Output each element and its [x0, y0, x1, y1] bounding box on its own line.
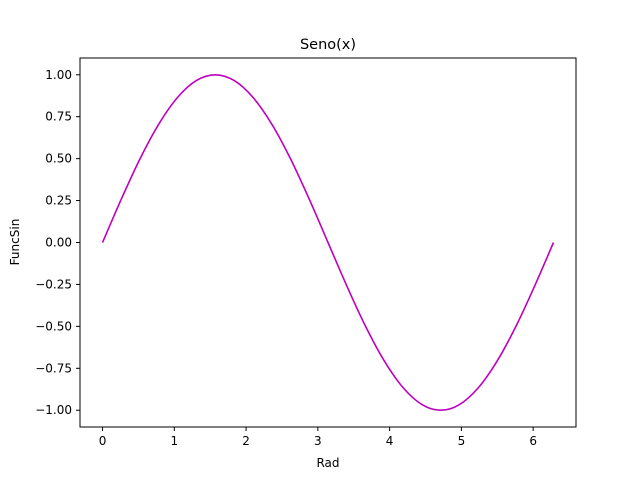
y-tick-label: −0.50 — [35, 319, 72, 333]
y-tick-label: 1.00 — [45, 68, 72, 82]
chart-title: Seno(x) — [300, 37, 356, 53]
y-axis-label: FuncSin — [8, 219, 22, 266]
sine-series-line — [101, 73, 555, 412]
series-layer — [101, 73, 555, 412]
y-tick-label: 0.75 — [45, 110, 72, 124]
y-tick-label: −0.25 — [35, 277, 72, 291]
x-tick-label: 0 — [99, 434, 107, 448]
x-tick-label: 1 — [170, 434, 178, 448]
x-axis-label: Rad — [316, 456, 339, 470]
y-tick-label: −0.75 — [35, 361, 72, 375]
x-tick-label: 2 — [242, 434, 250, 448]
y-tick-label: 0.00 — [45, 236, 72, 250]
x-tick-label: 5 — [458, 434, 466, 448]
x-tick-label: 6 — [529, 434, 537, 448]
y-tick-label: 0.50 — [45, 152, 72, 166]
x-tick-label: 4 — [386, 434, 394, 448]
y-tick-label: −1.00 — [35, 403, 72, 417]
plot-frame — [79, 57, 577, 428]
x-axis: 0 1 2 3 4 5 6 — [99, 427, 537, 448]
y-tick-label: 0.25 — [45, 194, 72, 208]
y-axis: −1.00 −0.75 −0.50 −0.25 0.00 0.25 0.50 0.75 1.00 — [35, 68, 80, 417]
x-tick-label: 3 — [314, 434, 322, 448]
